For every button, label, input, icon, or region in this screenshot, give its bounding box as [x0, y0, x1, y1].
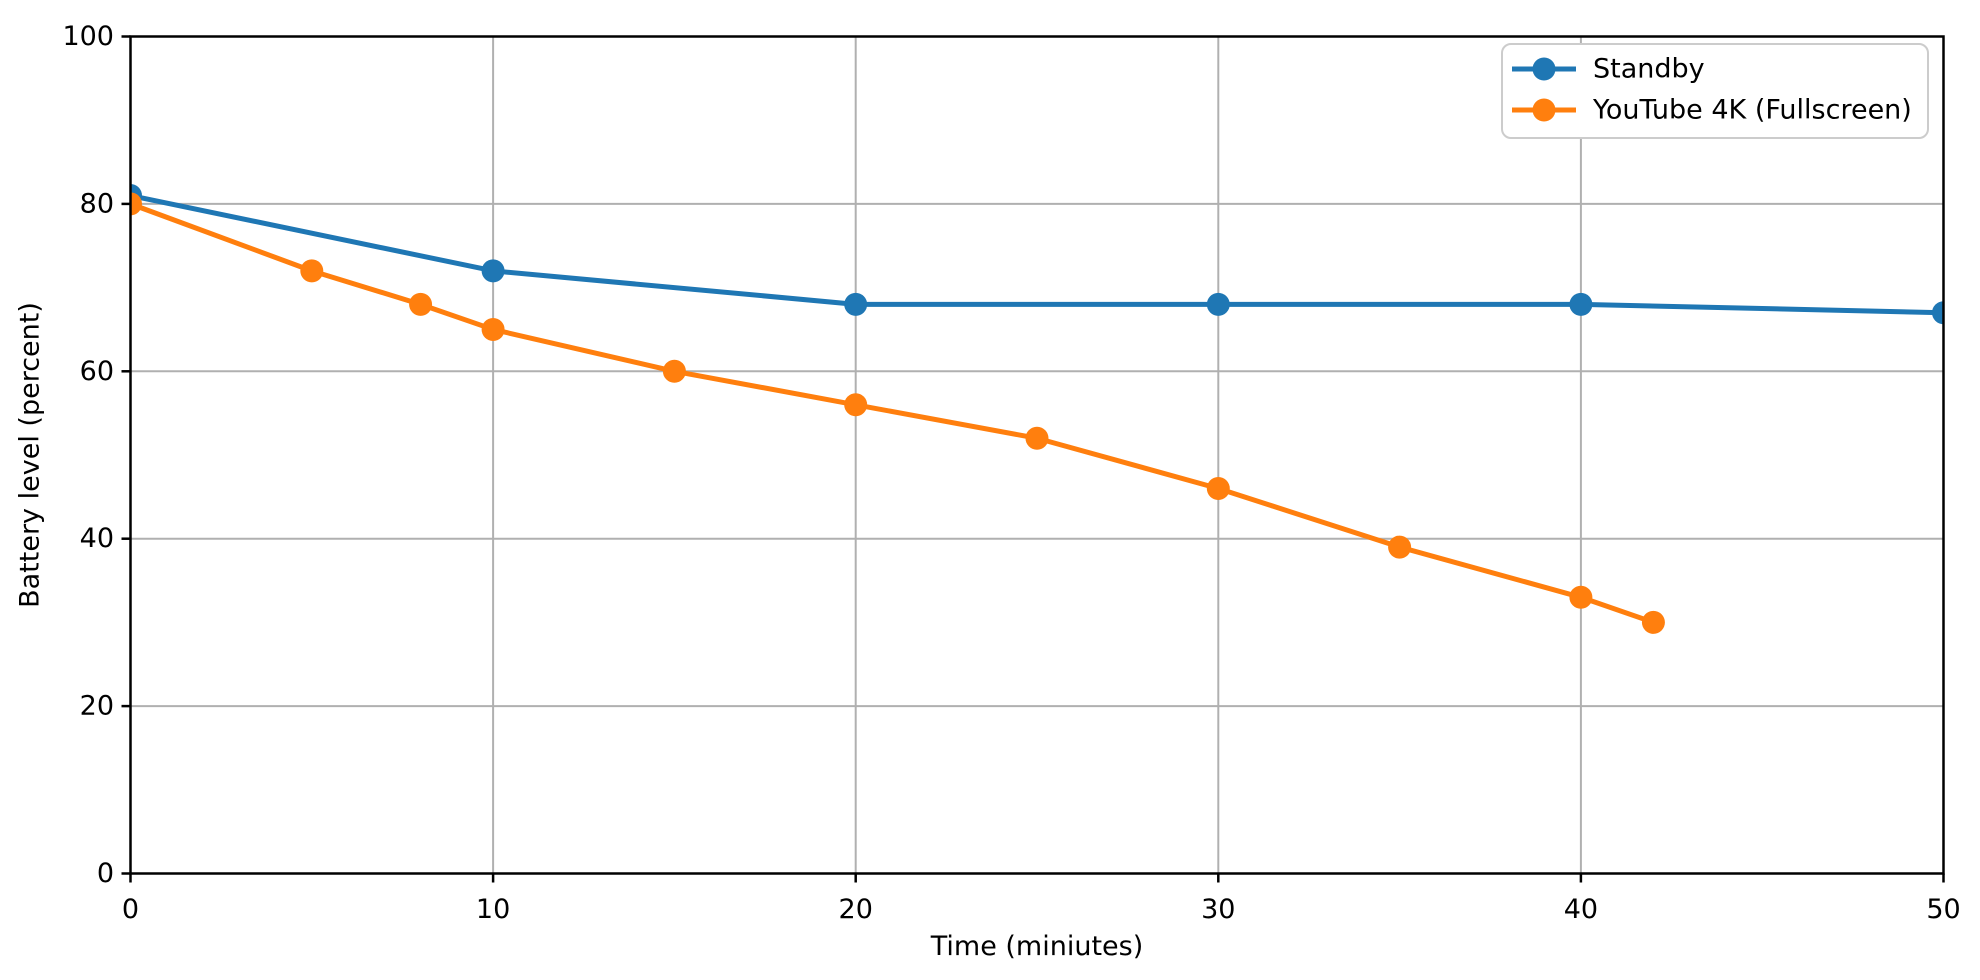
- data-point-youtube-4k-x30: [1206, 476, 1230, 500]
- legend-marker-standby: [1532, 57, 1556, 81]
- y-tick-label-60: 60: [80, 356, 114, 387]
- data-point-youtube-4k-x8: [409, 292, 433, 316]
- y-axis-label: Battery level (percent): [15, 302, 46, 608]
- legend-label-standby: Standby: [1593, 54, 1705, 85]
- data-point-youtube-4k-x40: [1569, 585, 1593, 609]
- data-point-youtube-4k-x10: [481, 317, 505, 341]
- data-point-standby-x40: [1569, 292, 1593, 316]
- data-point-youtube-4k-x15: [662, 359, 686, 383]
- y-tick-label-20: 20: [80, 691, 114, 722]
- x-tick-label-30: 30: [1201, 894, 1235, 925]
- data-point-standby-x10: [481, 259, 505, 283]
- legend-item-standby: Standby: [1512, 54, 1705, 85]
- data-point-youtube-4k-x0: [130, 192, 142, 216]
- legend: Standby YouTube 4K (Fullscreen): [1501, 43, 1929, 139]
- y-tick-label-40: 40: [80, 523, 114, 554]
- legend-marker-youtube-4k: [1532, 98, 1556, 122]
- grid-layer: [129, 35, 1945, 875]
- data-point-youtube-4k-x42: [1641, 610, 1665, 634]
- y-tick-label-0: 0: [97, 858, 114, 889]
- axes-spines: [129, 35, 1945, 875]
- data-point-standby-x50: [1932, 301, 1944, 325]
- data-point-standby-x30: [1206, 292, 1230, 316]
- plot-border: [129, 35, 1945, 875]
- x-tick-label-10: 10: [476, 894, 510, 925]
- x-tick-label-40: 40: [1564, 894, 1598, 925]
- data-point-standby-x20: [844, 292, 868, 316]
- legend-item-youtube-4k: YouTube 4K (Fullscreen): [1512, 95, 1912, 126]
- data-point-youtube-4k-x35: [1388, 535, 1412, 559]
- x-tick-label-0: 0: [122, 894, 139, 925]
- legend-box: [1501, 43, 1929, 139]
- y-tick-label-100: 100: [62, 21, 114, 52]
- series-layer: [130, 184, 1944, 634]
- y-tick-label-80: 80: [80, 188, 114, 219]
- series-line-youtube-4k: [130, 201, 1656, 625]
- data-point-youtube-4k-x20: [844, 393, 868, 417]
- series-line-standby: [130, 193, 1944, 316]
- legend-label-youtube-4k: YouTube 4K (Fullscreen): [1592, 95, 1912, 126]
- x-axis-label: Time (miniutes): [930, 931, 1144, 962]
- tick-layer: 0 10 20 30 40 50 0 20 40 60 80 100: [62, 21, 1960, 925]
- data-point-youtube-4k-x5: [300, 259, 324, 283]
- data-point-youtube-4k-x25: [1025, 426, 1049, 450]
- x-tick-label-20: 20: [839, 894, 873, 925]
- x-tick-label-50: 50: [1926, 894, 1960, 925]
